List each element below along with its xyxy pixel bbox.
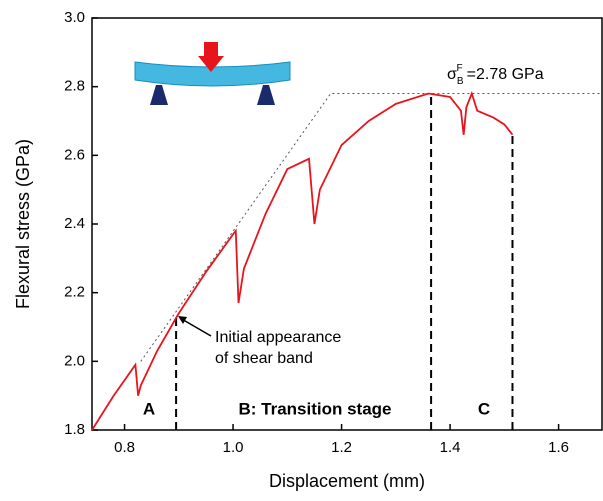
- x-tick-label: 1.2: [331, 439, 352, 456]
- x-tick-label: 1.0: [223, 439, 244, 456]
- y-tick-label: 2.0: [64, 352, 85, 369]
- y-tick-label: 2.4: [64, 215, 85, 232]
- y-tick-label: 2.6: [64, 146, 85, 163]
- sigma-label: σBF =2.78 GPa: [447, 63, 544, 87]
- stage-label: C: [478, 399, 490, 418]
- sigma: σ: [447, 66, 457, 83]
- x-tick-label: 0.8: [114, 439, 135, 456]
- y-tick-label: 2.8: [64, 78, 85, 95]
- inset-beam: [134, 42, 291, 105]
- arrow: [179, 317, 212, 337]
- y-tick-label: 3.0: [64, 9, 85, 26]
- y-tick-label: 2.2: [64, 284, 85, 301]
- x-tick-label: 1.4: [440, 439, 461, 456]
- sigma-sup: F: [457, 63, 463, 74]
- sigma-value: =2.78 GPa: [467, 66, 544, 83]
- stage-label: A: [143, 399, 155, 418]
- arrow-head: [178, 316, 187, 324]
- x-tick-label: 1.6: [548, 439, 569, 456]
- annotation: Initial appearance: [215, 329, 341, 346]
- x-axis-title: Displacement (mm): [269, 471, 425, 491]
- reference-line: [140, 93, 602, 362]
- sigma-sub: B: [457, 76, 464, 87]
- y-tick-label: 1.8: [64, 421, 85, 438]
- data-line: [91, 90, 514, 431]
- stage-label: B: Transition stage: [238, 399, 391, 418]
- annotation: of shear band: [215, 350, 313, 367]
- y-axis-title: Flexural stress (GPa): [13, 139, 33, 309]
